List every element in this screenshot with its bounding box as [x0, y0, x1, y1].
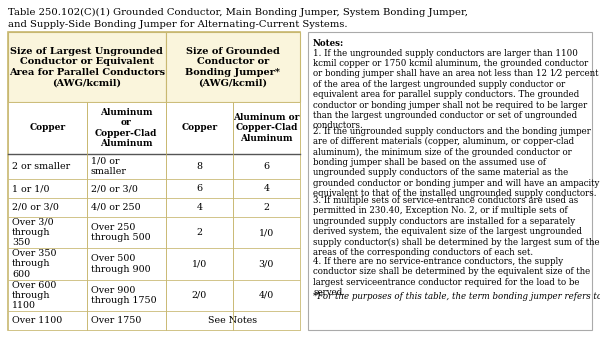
Bar — [8, 217, 87, 248]
Text: Over 250
through 500: Over 250 through 500 — [91, 223, 151, 242]
Text: 1/0: 1/0 — [259, 228, 274, 237]
Text: Over 350
through
600: Over 350 through 600 — [12, 249, 56, 279]
Text: 3/0: 3/0 — [259, 260, 274, 268]
Bar — [8, 32, 166, 102]
Text: Copper: Copper — [181, 123, 217, 132]
Text: Size of Largest Ungrounded
Conductor or Equivalent
Area for Parallel Conductors
: Size of Largest Ungrounded Conductor or … — [9, 47, 165, 87]
Text: Over 600
through
1100: Over 600 through 1100 — [12, 281, 56, 310]
Bar — [166, 311, 233, 330]
Text: Table 250.102(C)(1) Grounded Conductor, Main Bonding Jumper, System Bonding Jump: Table 250.102(C)(1) Grounded Conductor, … — [8, 8, 468, 17]
Bar — [87, 154, 166, 179]
Text: 6: 6 — [263, 162, 269, 171]
Text: Over 1750: Over 1750 — [91, 316, 141, 325]
Text: Copper: Copper — [29, 123, 65, 132]
Bar — [233, 179, 300, 198]
Bar — [8, 280, 87, 311]
Bar — [233, 280, 300, 311]
Text: Over 500
through 900: Over 500 through 900 — [91, 254, 151, 274]
Text: Aluminum
or
Copper-Clad
Aluminum: Aluminum or Copper-Clad Aluminum — [95, 108, 157, 148]
Bar — [8, 198, 87, 217]
Bar — [233, 217, 300, 248]
Text: 4/0: 4/0 — [259, 291, 274, 300]
Text: 2/0: 2/0 — [191, 291, 207, 300]
Text: 1/0 or
smaller: 1/0 or smaller — [91, 157, 127, 176]
Bar — [87, 198, 166, 217]
Text: 3. If multiple sets of service-entrance conductors are used as permitted in 230.: 3. If multiple sets of service-entrance … — [313, 196, 599, 257]
Bar — [87, 311, 166, 330]
Bar — [233, 102, 300, 154]
Text: 1 or 1/0: 1 or 1/0 — [12, 184, 49, 193]
Text: See Notes: See Notes — [208, 316, 257, 325]
Text: 4/0 or 250: 4/0 or 250 — [91, 203, 140, 212]
Text: 6: 6 — [196, 184, 202, 193]
Text: Over 900
through 1750: Over 900 through 1750 — [91, 286, 157, 305]
Bar — [87, 280, 166, 311]
Text: Size of Grounded
Conductor or
Bonding Jumper*
(AWG/kcmil): Size of Grounded Conductor or Bonding Ju… — [185, 47, 280, 87]
Bar — [166, 198, 233, 217]
Text: 4. If there are no service-entrance conductors, the supply conductor size shall : 4. If there are no service-entrance cond… — [313, 257, 590, 297]
Text: 2/0 or 3/0: 2/0 or 3/0 — [91, 184, 138, 193]
Bar — [308, 32, 592, 330]
Bar — [8, 102, 87, 154]
Bar — [166, 280, 233, 311]
Text: 4: 4 — [263, 184, 269, 193]
Text: 2/0 or 3/0: 2/0 or 3/0 — [12, 203, 59, 212]
Bar — [8, 311, 87, 330]
Text: 8: 8 — [196, 162, 202, 171]
Text: 1. If the ungrounded supply conductors are larger than 1100 kcmil copper or 1750: 1. If the ungrounded supply conductors a… — [313, 49, 599, 130]
Text: 1/0: 1/0 — [191, 260, 207, 268]
Bar — [8, 179, 87, 198]
Text: Notes:: Notes: — [313, 39, 344, 48]
Bar — [87, 102, 166, 154]
Bar — [166, 179, 233, 198]
Text: 2: 2 — [196, 228, 202, 237]
Bar — [233, 198, 300, 217]
Bar — [166, 154, 233, 179]
Text: 4: 4 — [196, 203, 202, 212]
Text: 2. If the ungrounded supply conductors and the bonding jumper are of different m: 2. If the ungrounded supply conductors a… — [313, 126, 599, 198]
Bar — [87, 217, 166, 248]
Text: Over 1100: Over 1100 — [12, 316, 62, 325]
Bar — [233, 311, 300, 330]
Bar — [8, 154, 87, 179]
Bar — [166, 102, 233, 154]
Bar — [166, 248, 233, 280]
Bar — [8, 248, 87, 280]
Bar — [166, 217, 233, 248]
Bar — [87, 179, 166, 198]
Bar — [87, 248, 166, 280]
Text: and Supply-Side Bonding Jumper for Alternating-Current Systems.: and Supply-Side Bonding Jumper for Alter… — [8, 20, 347, 29]
Text: 2: 2 — [263, 203, 269, 212]
Text: *For the purposes of this table, the term bonding jumper refers to main bonding : *For the purposes of this table, the ter… — [313, 292, 600, 301]
Text: 2 or smaller: 2 or smaller — [12, 162, 70, 171]
Bar — [8, 32, 300, 330]
Text: Over 3/0
through
350: Over 3/0 through 350 — [12, 218, 53, 247]
Bar — [233, 248, 300, 280]
Bar — [166, 32, 300, 102]
Bar — [233, 154, 300, 179]
Text: Aluminum or
Copper-Clad
Aluminum: Aluminum or Copper-Clad Aluminum — [233, 113, 299, 143]
